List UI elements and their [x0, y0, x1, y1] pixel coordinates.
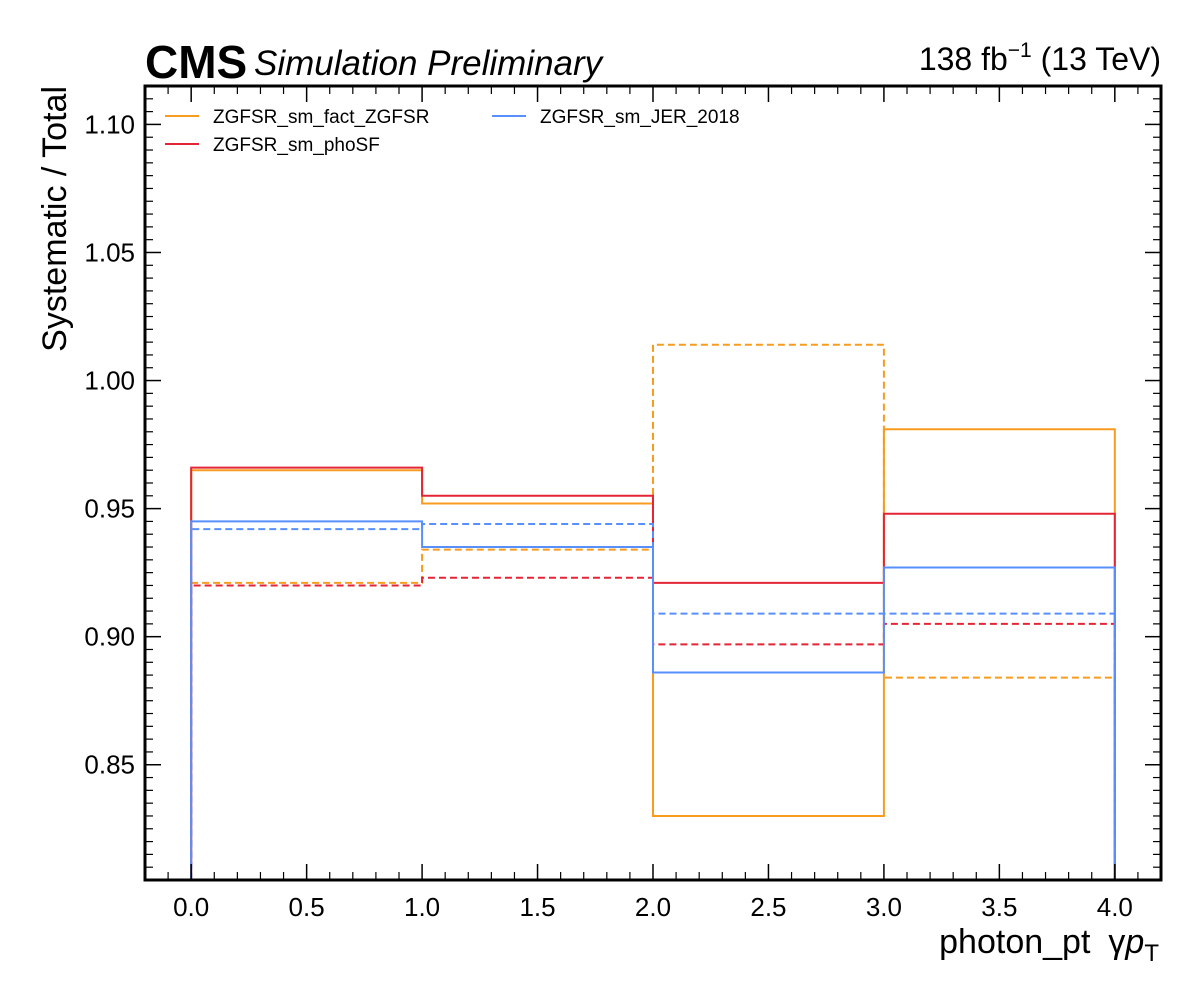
legend: ZGFSR_sm_fact_ZGFSR ZGFSR_sm_phoSF ZGFSR_s… [165, 107, 740, 156]
x-tick-label: 3.5 [981, 892, 1017, 922]
series-2-up-line [190, 520, 1116, 880]
y-tick-label: 0.95 [84, 494, 135, 524]
lumi-value: 138 fb [919, 41, 1008, 77]
series-0-down-line [190, 343, 1116, 880]
x-tick-label: 4.0 [1097, 892, 1133, 922]
series-1-up-line [190, 466, 1116, 880]
series-layer [190, 343, 1116, 880]
x-tick-label: 2.5 [750, 892, 786, 922]
y-axis-title: Systematic / Total [36, 86, 74, 352]
y-tick-label: 1.05 [84, 237, 135, 267]
legend-label: ZGFSR_sm_phoSF [213, 135, 380, 156]
x-tick-label: 3.0 [866, 892, 902, 922]
legend-label: ZGFSR_sm_JER_2018 [540, 107, 740, 128]
legend-label: ZGFSR_sm_fact_ZGFSR [213, 107, 429, 128]
x-axis-title-subscript: T [1144, 940, 1159, 967]
x-tick-label: 2.0 [635, 892, 671, 922]
x-axis-title-gamma: γ [1108, 923, 1125, 961]
x-tick-label: 0.0 [173, 892, 209, 922]
x-axis-title: photon_pt γpT [939, 923, 1159, 967]
x-axis-title-p: p [1124, 923, 1144, 961]
lumi-energy: (13 TeV) [1032, 41, 1161, 77]
x-tick-label: 0.5 [289, 892, 325, 922]
y-tick-label: 0.90 [84, 622, 135, 652]
lumi-label: 138 fb−1 (13 TeV) [919, 39, 1161, 77]
lumi-exponent: −1 [1008, 39, 1032, 62]
cms-label: CMS [145, 36, 247, 88]
y-tick-label: 0.85 [84, 750, 135, 780]
y-tick-label: 1.00 [84, 366, 135, 396]
series-2-down-line [190, 522, 1116, 880]
x-tick-label: 1.0 [404, 892, 440, 922]
x-tick-label: 1.5 [519, 892, 555, 922]
tick-layer: 0.0 0.5 1.0 1.5 2.0 2.5 3.0 3.5 4.0 0.85 0.90 0.95 1… [84, 85, 1162, 922]
cms-subtitle: Simulation Preliminary [254, 44, 605, 83]
x-axis-title-main: photon_pt [939, 923, 1091, 961]
y-tick-label: 1.10 [84, 109, 135, 139]
